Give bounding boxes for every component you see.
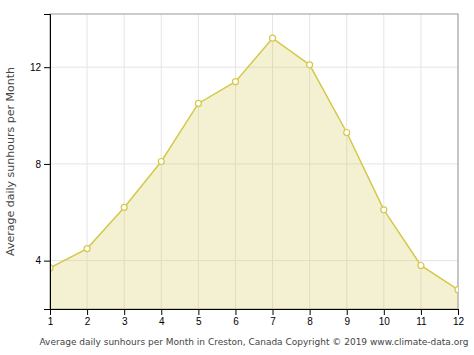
area	[50, 38, 458, 309]
x-axis-title: Average daily sunhours per Month in Cres…	[39, 337, 468, 347]
tick-label: 8	[35, 159, 41, 170]
tick-mark	[44, 164, 50, 165]
marker	[307, 62, 313, 68]
tick-mark	[235, 309, 236, 315]
tick-label: 9	[344, 316, 350, 327]
marker	[270, 35, 276, 41]
tick: 5	[196, 309, 202, 327]
x-axis: 123456789101112	[48, 309, 465, 327]
tick-mark	[161, 309, 162, 315]
tick: 8	[307, 309, 313, 327]
marker	[84, 246, 90, 252]
tick-label: 1	[48, 316, 54, 327]
tick: 3	[122, 309, 128, 327]
tick-label: 7	[270, 316, 276, 327]
axis-line	[44, 15, 51, 310]
marker	[121, 204, 127, 210]
tick-mark	[310, 309, 311, 315]
tick: 9	[344, 309, 350, 327]
tick-label: 12	[30, 62, 42, 73]
marker	[158, 159, 164, 165]
tick: 1	[48, 309, 54, 327]
marker	[344, 129, 350, 135]
chart: 1234567891011124812Average daily sunhour…	[0, 0, 474, 355]
marker	[455, 287, 458, 293]
tick-label: 4	[159, 316, 165, 327]
tick-mark	[124, 309, 125, 315]
tick: 12	[30, 62, 50, 73]
plot-frame	[50, 14, 458, 309]
marks	[50, 35, 458, 309]
tick: 4	[159, 309, 165, 327]
tick-mark	[44, 261, 50, 262]
tick-mark	[421, 309, 422, 315]
tick: 8	[35, 159, 50, 170]
marker	[232, 79, 238, 85]
tick-label: 4	[35, 255, 41, 266]
tick-mark	[198, 309, 199, 315]
tick: 11	[416, 309, 427, 327]
tick: 12	[453, 309, 465, 327]
plot: 1234567891011124812	[30, 14, 465, 327]
tick-label: 6	[233, 316, 239, 327]
tick-label: 12	[453, 316, 465, 327]
tick-mark	[458, 309, 459, 315]
tick: 6	[233, 309, 239, 327]
tick-label: 11	[416, 316, 427, 327]
tick: 4	[35, 255, 50, 266]
axis-line	[51, 310, 459, 316]
tick-mark	[384, 309, 385, 315]
marker	[381, 207, 387, 213]
tick: 2	[85, 309, 91, 327]
tick-mark	[347, 309, 348, 315]
line	[50, 38, 458, 289]
marker	[195, 100, 201, 106]
tick-mark	[273, 309, 274, 315]
y-axis: 4 8 12	[30, 15, 51, 310]
tick-label: 8	[307, 316, 313, 327]
tick-label: 2	[85, 316, 91, 327]
tick: 7	[270, 309, 276, 327]
tick-mark	[87, 309, 88, 315]
tick: 10	[379, 309, 391, 327]
tick-mark	[44, 67, 50, 68]
tick-label: 5	[196, 316, 202, 327]
marker	[418, 262, 424, 268]
tick-label: 3	[122, 316, 128, 327]
y-axis-title: Average daily sunhours per Month	[4, 67, 17, 256]
grid	[50, 14, 458, 309]
tick-label: 10	[379, 316, 391, 327]
